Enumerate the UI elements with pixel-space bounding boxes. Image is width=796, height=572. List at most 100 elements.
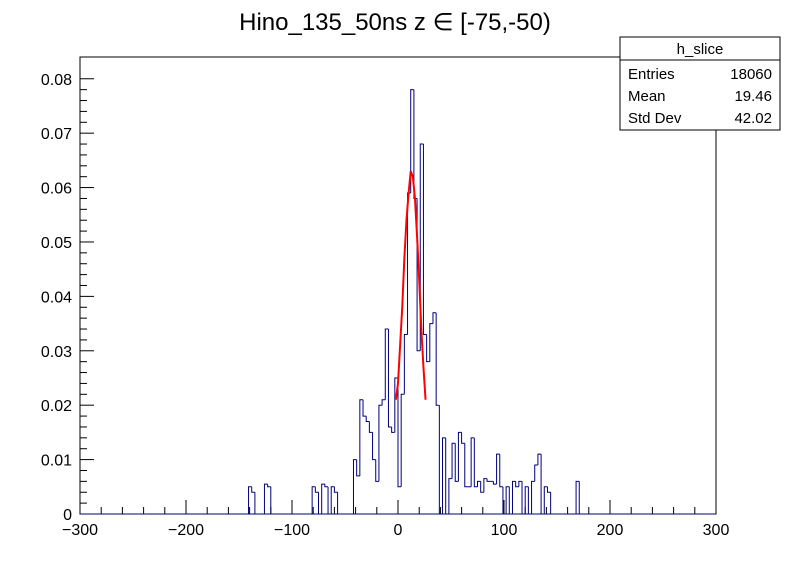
histogram-bin [531, 480, 535, 514]
histogram-bin [263, 483, 268, 514]
stats-mean-label: Mean [628, 88, 666, 105]
histogram-bin [454, 443, 459, 482]
histogram-bin [422, 144, 427, 335]
y-tick-label: 0.08 [41, 72, 72, 89]
histogram-bin [448, 478, 453, 514]
stats-entries-value: 18060 [730, 66, 772, 83]
histogram-bin [477, 480, 481, 487]
histogram-bin [356, 459, 360, 477]
histogram-bin [432, 312, 437, 324]
histogram-bin [508, 486, 513, 515]
histogram-bin [368, 421, 373, 433]
histogram-bin [365, 416, 370, 423]
histogram-bin [375, 459, 379, 482]
histogram-bin [524, 486, 529, 514]
stats-mean-value: 19.46 [734, 88, 772, 105]
x-tick-label: 100 [491, 522, 518, 539]
histogram-bin [321, 483, 325, 514]
histogram-bin [543, 486, 548, 514]
histogram-bin [527, 486, 532, 515]
histogram-bin [387, 329, 392, 428]
histogram-bin [410, 89, 414, 194]
x-tick-label: 300 [703, 522, 730, 539]
histogram-bin [505, 486, 510, 514]
histogram-bin [384, 328, 389, 400]
histogram-bin [480, 481, 484, 493]
histogram-bin [403, 333, 408, 395]
fit-curve [394, 170, 427, 400]
y-tick-label: 0.06 [41, 181, 72, 198]
y-tick-label: 0.04 [41, 289, 72, 306]
histogram-bin [483, 478, 488, 493]
histogram-bin [333, 486, 338, 493]
chart-title: Hino_135_50ns z ∈ [-75,-50) [239, 9, 551, 36]
x-tick-label: 200 [597, 522, 624, 539]
stats-box: h_slice Entries 18060 Mean 19.46 Std Dev… [619, 36, 781, 131]
histogram-bins [80, 89, 716, 515]
x-tick-label: −200 [168, 522, 204, 539]
y-tick-label: 0.05 [41, 235, 72, 252]
x-tick-label: −100 [274, 522, 310, 539]
y-tick-label: 0.07 [41, 126, 72, 143]
histogram-bin [359, 399, 364, 476]
histogram-bin [445, 437, 449, 515]
y-axis: 0 0.01 0.02 0.03 0.04 0.05 0.06 0.07 0.08 [41, 72, 94, 524]
histogram-bin [248, 486, 252, 514]
histogram-bin [352, 459, 357, 514]
histogram-bin [324, 484, 329, 488]
histogram-bin [442, 437, 446, 514]
histogram-bin [499, 454, 503, 488]
histogram-bin [400, 393, 405, 487]
stats-stddev-value: 42.02 [734, 110, 772, 127]
x-tick-label: −300 [62, 522, 98, 539]
histogram-bin [311, 486, 316, 514]
histogram-bin [473, 437, 478, 488]
histogram-bin [515, 481, 519, 488]
histogram-bin [546, 486, 551, 493]
histogram-bin [518, 480, 523, 487]
histogram-bin [397, 377, 402, 488]
y-tick-label: 0.03 [41, 344, 72, 361]
histogram-bin [511, 480, 516, 514]
histogram-bin [426, 334, 430, 363]
histogram-bin [413, 89, 418, 199]
stats-box-frame [619, 36, 781, 131]
stats-entries-label: Entries [628, 66, 675, 83]
histogram-bin [451, 442, 456, 479]
histogram-bin [575, 480, 580, 514]
histogram-bin [457, 431, 462, 482]
histogram-bin [251, 486, 255, 493]
histogram-bin [394, 377, 398, 433]
histogram-bin [378, 404, 383, 482]
histogram-bin [496, 453, 500, 485]
histogram-bin [492, 481, 497, 485]
histogram-bin [461, 432, 465, 444]
histogram-bin [435, 312, 440, 406]
histogram-bin [429, 323, 433, 362]
histogram-bin [362, 399, 367, 417]
x-tick-label: 0 [394, 522, 403, 539]
histogram-bin [502, 486, 507, 515]
histogram-bin [540, 454, 545, 515]
histogram-bin [464, 443, 468, 488]
histogram-bin [438, 405, 443, 515]
histogram-bin [267, 484, 271, 488]
histogram-bin [372, 432, 376, 461]
histogram-bin [407, 192, 411, 335]
stats-box-title: h_slice [677, 41, 724, 58]
histogram-bin [537, 453, 542, 466]
y-tick-label: 0.01 [41, 453, 72, 470]
histogram-bin [521, 481, 526, 515]
histogram-bin [486, 478, 491, 482]
histogram-bin [330, 486, 335, 514]
histogram-bin [578, 481, 583, 515]
histogram-bin [314, 486, 319, 493]
y-tick-label: 0.02 [41, 398, 72, 415]
y-tick-label: 0 [63, 507, 72, 524]
histogram-bin [470, 437, 475, 487]
x-axis: −300 −200 −100 0 100 200 300 [62, 500, 729, 539]
histogram-bin [534, 464, 538, 482]
stats-stddev-label: Std Dev [628, 110, 682, 127]
gaussian-fit-line [394, 170, 427, 400]
